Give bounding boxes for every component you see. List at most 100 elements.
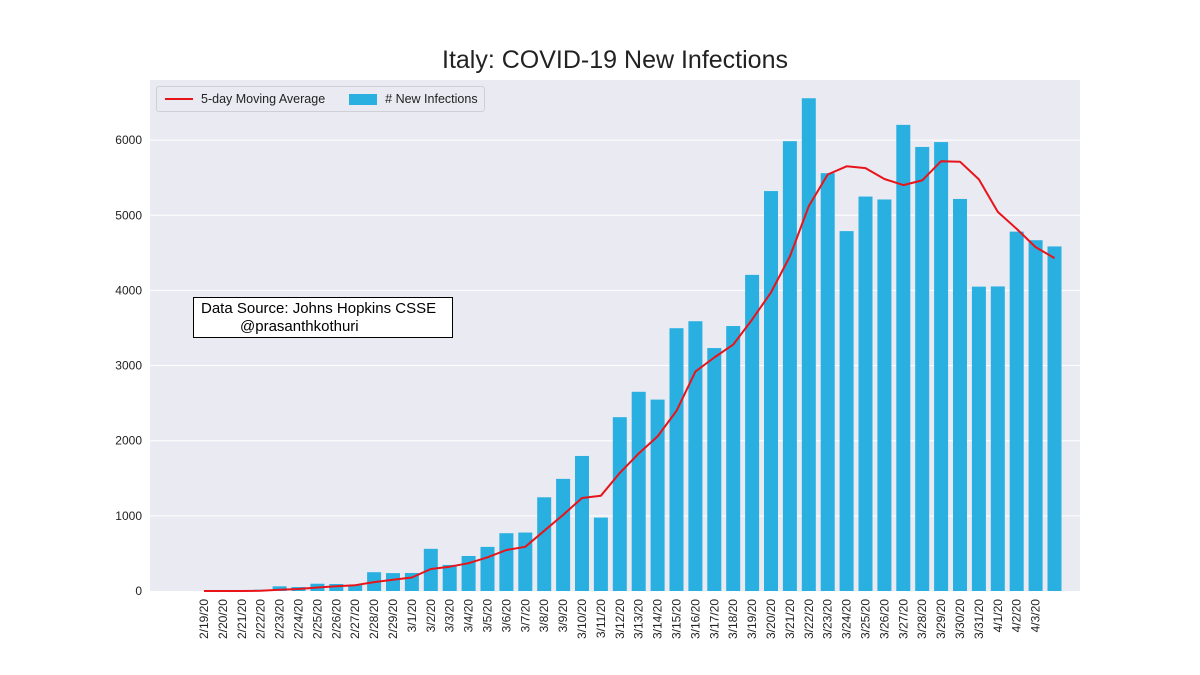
x-tick-label: 3/6/20 (499, 599, 513, 633)
bar (745, 274, 760, 591)
x-tick-label: 2/29/20 (386, 599, 400, 639)
x-tick-label: 2/23/20 (273, 599, 287, 639)
x-tick-label: 3/21/20 (783, 599, 797, 639)
data-source-annotation: Data Source: Johns Hopkins CSSE @prasant… (193, 297, 453, 338)
bar (499, 533, 514, 591)
x-tick-label: 3/25/20 (859, 599, 873, 639)
bar (820, 173, 835, 591)
x-tick-label: 3/11/20 (594, 599, 608, 638)
x-tick-label: 3/22/20 (802, 599, 816, 639)
x-tick-label: 3/26/20 (877, 599, 891, 639)
x-tick-label: 3/31/20 (972, 599, 986, 639)
bar (612, 417, 627, 591)
legend-label-new-infections: # New Infections (385, 92, 478, 106)
bar (575, 455, 589, 591)
x-tick-label: 3/7/20 (518, 599, 532, 633)
bar (480, 546, 495, 591)
bar (537, 497, 552, 591)
x-tick-label: 3/15/20 (670, 599, 684, 639)
x-tick-label: 3/23/20 (821, 599, 835, 639)
x-tick-label: 3/24/20 (840, 599, 854, 639)
x-tick-label: 3/27/20 (896, 599, 910, 639)
moving-average-layer (204, 160, 1056, 592)
x-tick-label: 3/3/20 (443, 599, 457, 633)
x-tick-label: 2/28/20 (367, 599, 381, 639)
x-tick-label: 3/10/20 (575, 599, 589, 639)
chart-title: Italy: COVID-19 New Infections (442, 46, 788, 74)
annotation-line-1: Data Source: Johns Hopkins CSSE (201, 300, 437, 317)
legend-item-moving-average: 5-day Moving Average (163, 92, 325, 106)
x-tick-label: 3/16/20 (688, 599, 702, 639)
x-tick-label: 2/22/20 (254, 599, 268, 639)
bar (915, 146, 930, 591)
bar (442, 564, 457, 591)
legend-swatch-bar (349, 93, 378, 105)
x-tick-label: 3/14/20 (651, 599, 665, 639)
bar (953, 198, 967, 591)
bar (386, 573, 400, 591)
y-tick-label: 1000 (115, 509, 142, 523)
x-tick-label: 2/25/20 (310, 599, 324, 639)
y-tick-label: 0 (135, 584, 142, 598)
y-tick-label: 3000 (115, 359, 142, 373)
x-tick-label: 3/17/20 (707, 599, 721, 639)
y-tick-label: 4000 (115, 283, 142, 297)
bar (801, 98, 816, 591)
x-tick-label: 3/12/20 (613, 599, 627, 639)
bar (839, 231, 854, 592)
bar (764, 191, 778, 591)
x-tick-label: 3/18/20 (726, 599, 740, 639)
y-tick-label: 5000 (115, 208, 142, 222)
bar (329, 584, 344, 591)
x-tick-label: 4/1/20 (991, 599, 1005, 633)
bar (669, 328, 684, 591)
x-tick-label: 2/20/20 (216, 599, 230, 639)
x-tick-label: 2/26/20 (329, 599, 343, 639)
x-tick-label: 3/2/20 (424, 599, 438, 633)
x-tick-label: 2/21/20 (235, 599, 249, 639)
x-tick-label: 4/3/20 (1029, 599, 1043, 633)
bar (726, 326, 741, 591)
bar (896, 124, 911, 591)
x-tick-label: 3/4/20 (462, 599, 476, 633)
x-tick-label: 4/2/20 (1010, 599, 1024, 633)
bar (518, 532, 533, 591)
legend-item-new-infections: # New Infections (347, 92, 478, 106)
bar (348, 585, 363, 591)
x-tick-label: 3/5/20 (481, 599, 495, 633)
annotation-line-2: @prasanthkothuri (240, 318, 359, 335)
x-tick-label: 2/24/20 (292, 599, 306, 639)
x-tick-label: 3/30/20 (953, 599, 967, 639)
bar (272, 586, 287, 591)
bar (971, 286, 986, 591)
x-tick-label: 2/19/20 (197, 599, 211, 639)
bar (877, 199, 892, 591)
x-tick-label: 3/8/20 (537, 599, 551, 633)
y-tick-label: 2000 (115, 434, 142, 448)
bar (934, 142, 949, 591)
legend-swatch-line (165, 98, 193, 100)
legend-label-moving-average: 5-day Moving Average (201, 92, 326, 106)
y-tick-label: 6000 (115, 133, 142, 147)
bar (782, 141, 797, 591)
bar (707, 348, 722, 591)
bar (631, 391, 646, 591)
y-tick-labels: 0 1000 2000 3000 4000 5000 6000 (115, 133, 142, 598)
bar (1028, 240, 1043, 591)
x-tick-label: 3/13/20 (632, 599, 646, 639)
bar (1009, 231, 1024, 591)
x-tick-label: 3/19/20 (745, 599, 759, 639)
moving-average-line (204, 160, 1056, 592)
bar (858, 196, 873, 591)
bar (556, 478, 571, 591)
x-tick-label: 3/9/20 (556, 599, 570, 633)
bar (688, 321, 703, 591)
x-tick-label: 3/29/20 (934, 599, 948, 639)
bar (990, 286, 1005, 591)
legend: 5-day Moving Average # New Infections (156, 86, 485, 112)
x-tick-label: 3/20/20 (764, 599, 778, 639)
x-tick-labels: 2/19/20 2/20/20 2/21/20 2/22/20 2/23/20 2/24/… (197, 599, 1043, 639)
bar (1047, 246, 1062, 591)
bar (650, 399, 665, 591)
